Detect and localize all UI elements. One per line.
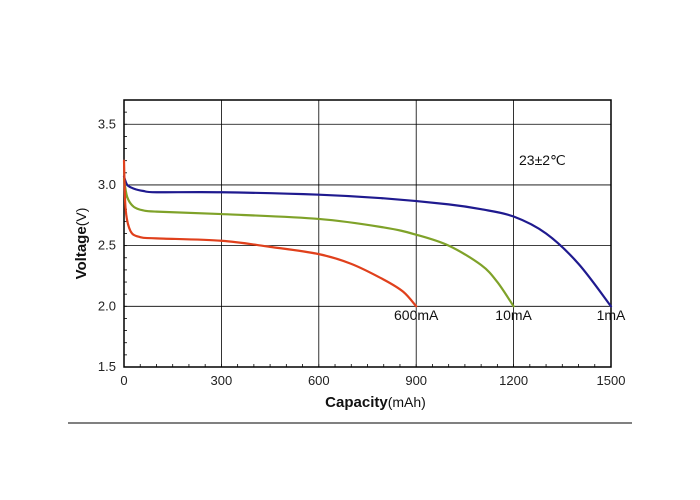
y-axis-title-unit: (V) — [73, 208, 89, 227]
series-label-600ma: 600mA — [394, 307, 439, 323]
y-tick-label: 3.5 — [98, 116, 116, 131]
plot-frame — [123, 99, 612, 368]
x-tick-label: 300 — [211, 373, 233, 388]
series-line-10ma — [122, 177, 515, 308]
y-tick-label: 1.5 — [98, 359, 116, 374]
temperature-annotation: 23±2℃ — [519, 152, 566, 168]
series-line-1ma — [122, 175, 613, 308]
y-tick-labels: 1.5 2.0 2.5 3.0 3.5 — [98, 116, 116, 374]
y-axis-title-main: Voltage — [73, 226, 90, 279]
y-axis-title: Voltage(V) — [73, 208, 90, 280]
x-tick-label: 900 — [405, 373, 427, 388]
series-line-600ma — [122, 159, 418, 308]
x-axis-title-main: Capacity — [325, 394, 388, 411]
x-tick-label: 1500 — [597, 373, 626, 388]
x-axis-title: Capacity(mAh) — [325, 394, 426, 411]
y-tick-label: 2.5 — [98, 238, 116, 253]
series-curves — [122, 159, 613, 308]
x-tick-label: 600 — [308, 373, 330, 388]
series-label-1ma: 1mA — [597, 307, 626, 323]
x-axis-title-unit: (mAh) — [388, 394, 426, 410]
x-tick-label: 0 — [120, 373, 127, 388]
series-labels: 1mA 10mA 600mA — [394, 307, 626, 323]
x-tick-label: 1200 — [499, 373, 528, 388]
series-label-10ma: 10mA — [495, 307, 532, 323]
y-tick-label: 2.0 — [98, 298, 116, 313]
x-tick-labels: 0 300 600 900 1200 1500 — [120, 373, 625, 388]
y-tick-label: 3.0 — [98, 177, 116, 192]
grid-lines — [123, 100, 612, 368]
